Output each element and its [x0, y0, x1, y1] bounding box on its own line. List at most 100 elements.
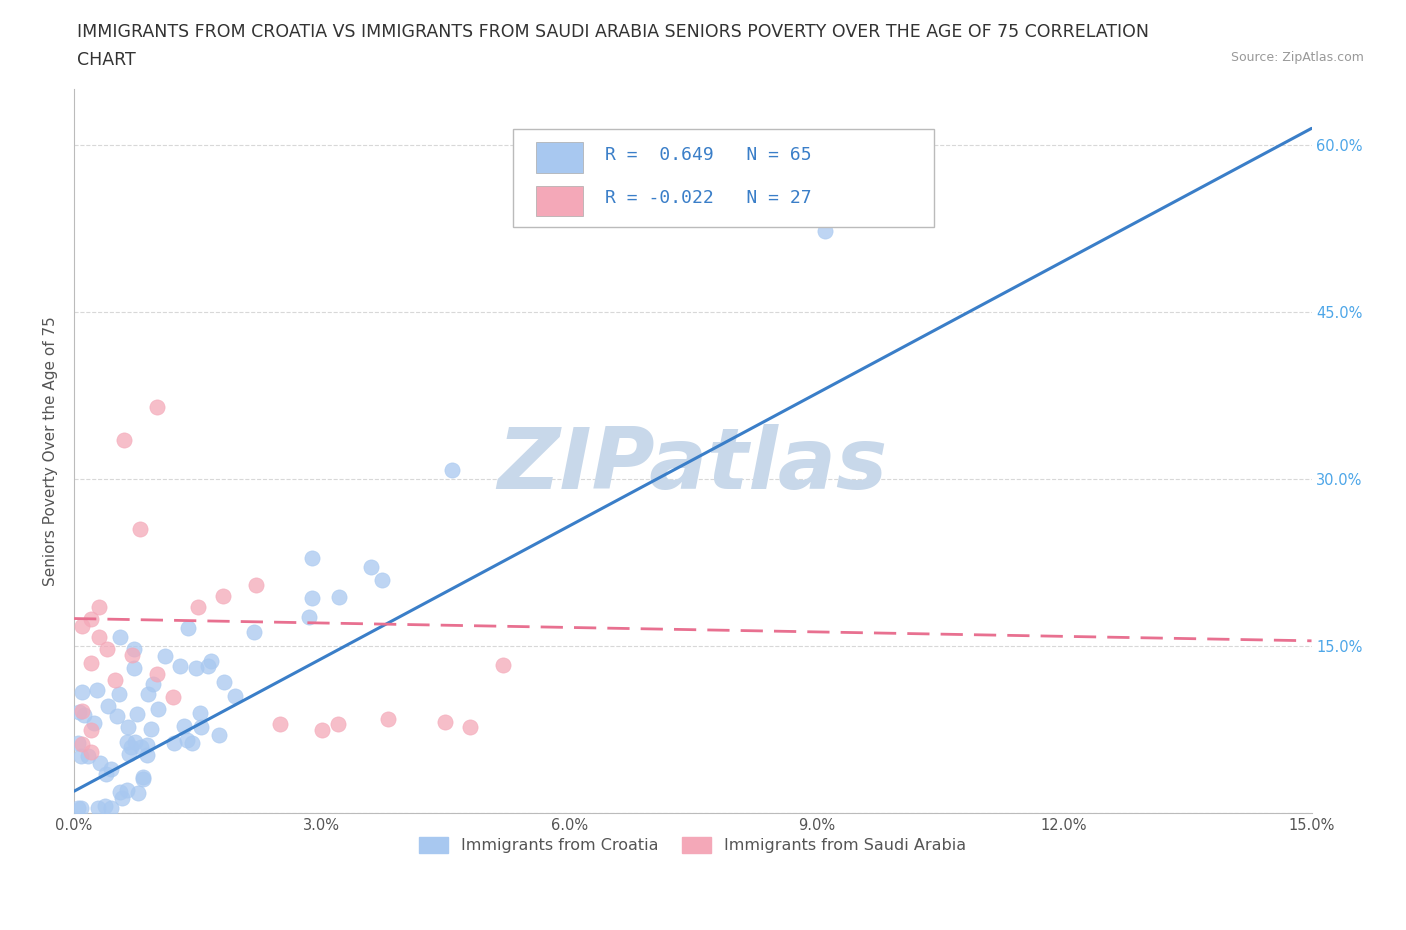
Text: R =  0.649   N = 65: R = 0.649 N = 65 [605, 146, 811, 164]
Point [136, 748, 159, 763]
Point [197, 659, 219, 674]
Bar [536, 186, 582, 216]
Point [163, 736, 186, 751]
Point [115, 783, 138, 798]
FancyBboxPatch shape [513, 129, 934, 227]
Point [73, 707, 96, 722]
Legend: Immigrants from Croatia, Immigrants from Saudi Arabia: Immigrants from Croatia, Immigrants from… [413, 830, 973, 860]
Point [145, 667, 167, 682]
Point [311, 723, 333, 737]
Point [115, 735, 138, 750]
Text: Source: ZipAtlas.com: Source: ZipAtlas.com [1230, 51, 1364, 64]
Point [245, 578, 267, 592]
Point [120, 739, 142, 754]
Point [326, 717, 349, 732]
Point [127, 785, 149, 800]
Point [87, 801, 110, 816]
Bar [536, 142, 582, 173]
Point [110, 791, 132, 806]
Point [79, 611, 101, 626]
Point [125, 707, 148, 722]
Point [89, 755, 111, 770]
Point [458, 719, 481, 734]
Point [814, 223, 837, 238]
Point [187, 600, 209, 615]
Point [153, 649, 176, 664]
Point [129, 739, 152, 754]
Point [87, 630, 110, 644]
Point [79, 656, 101, 671]
Point [188, 706, 211, 721]
Text: ZIPatlas: ZIPatlas [498, 424, 889, 508]
Text: R = -0.022   N = 27: R = -0.022 N = 27 [605, 189, 811, 207]
Point [104, 672, 127, 687]
Point [131, 771, 153, 786]
Point [100, 762, 122, 777]
Point [129, 522, 152, 537]
Point [440, 462, 463, 477]
Point [297, 610, 319, 625]
Point [117, 719, 139, 734]
Point [176, 733, 198, 748]
Point [79, 745, 101, 760]
Point [169, 658, 191, 673]
Point [190, 720, 212, 735]
Point [96, 641, 118, 656]
Point [211, 589, 233, 604]
Point [142, 676, 165, 691]
Point [72, 737, 94, 751]
Point [132, 770, 155, 785]
Point [177, 621, 200, 636]
Point [87, 600, 110, 615]
Point [360, 560, 382, 575]
Point [67, 736, 90, 751]
Point [108, 785, 131, 800]
Point [301, 591, 323, 605]
Point [70, 684, 93, 699]
Point [301, 551, 323, 565]
Point [200, 654, 222, 669]
Point [186, 660, 208, 675]
Point [108, 630, 131, 644]
Point [173, 719, 195, 734]
Point [105, 708, 128, 723]
Point [70, 749, 93, 764]
Point [79, 723, 101, 737]
Point [492, 658, 515, 672]
Point [122, 660, 145, 675]
Point [181, 736, 204, 751]
Text: IMMIGRANTS FROM CROATIA VS IMMIGRANTS FROM SAUDI ARABIA SENIORS POVERTY OVER THE: IMMIGRANTS FROM CROATIA VS IMMIGRANTS FR… [77, 23, 1149, 41]
Point [371, 573, 394, 588]
Point [243, 625, 266, 640]
Point [72, 618, 94, 633]
Y-axis label: Seniors Poverty Over the Age of 75: Seniors Poverty Over the Age of 75 [44, 316, 58, 586]
Text: CHART: CHART [77, 51, 136, 69]
Point [108, 686, 131, 701]
Point [124, 735, 146, 750]
Point [69, 801, 91, 816]
Point [121, 648, 143, 663]
Point [136, 686, 159, 701]
Point [77, 749, 100, 764]
Point [72, 704, 94, 719]
Point [122, 642, 145, 657]
Point [67, 801, 90, 816]
Point [94, 766, 117, 781]
Point [328, 590, 350, 604]
Point [118, 747, 141, 762]
Point [139, 722, 162, 737]
Point [83, 715, 105, 730]
Point [112, 432, 135, 447]
Point [434, 714, 457, 729]
Point [94, 799, 117, 814]
Point [148, 702, 170, 717]
Point [162, 689, 184, 704]
Point [69, 704, 91, 719]
Point [97, 698, 120, 713]
Point [269, 717, 291, 732]
Point [224, 689, 246, 704]
Point [145, 400, 167, 415]
Point [212, 674, 235, 689]
Point [86, 683, 108, 698]
Point [208, 727, 231, 742]
